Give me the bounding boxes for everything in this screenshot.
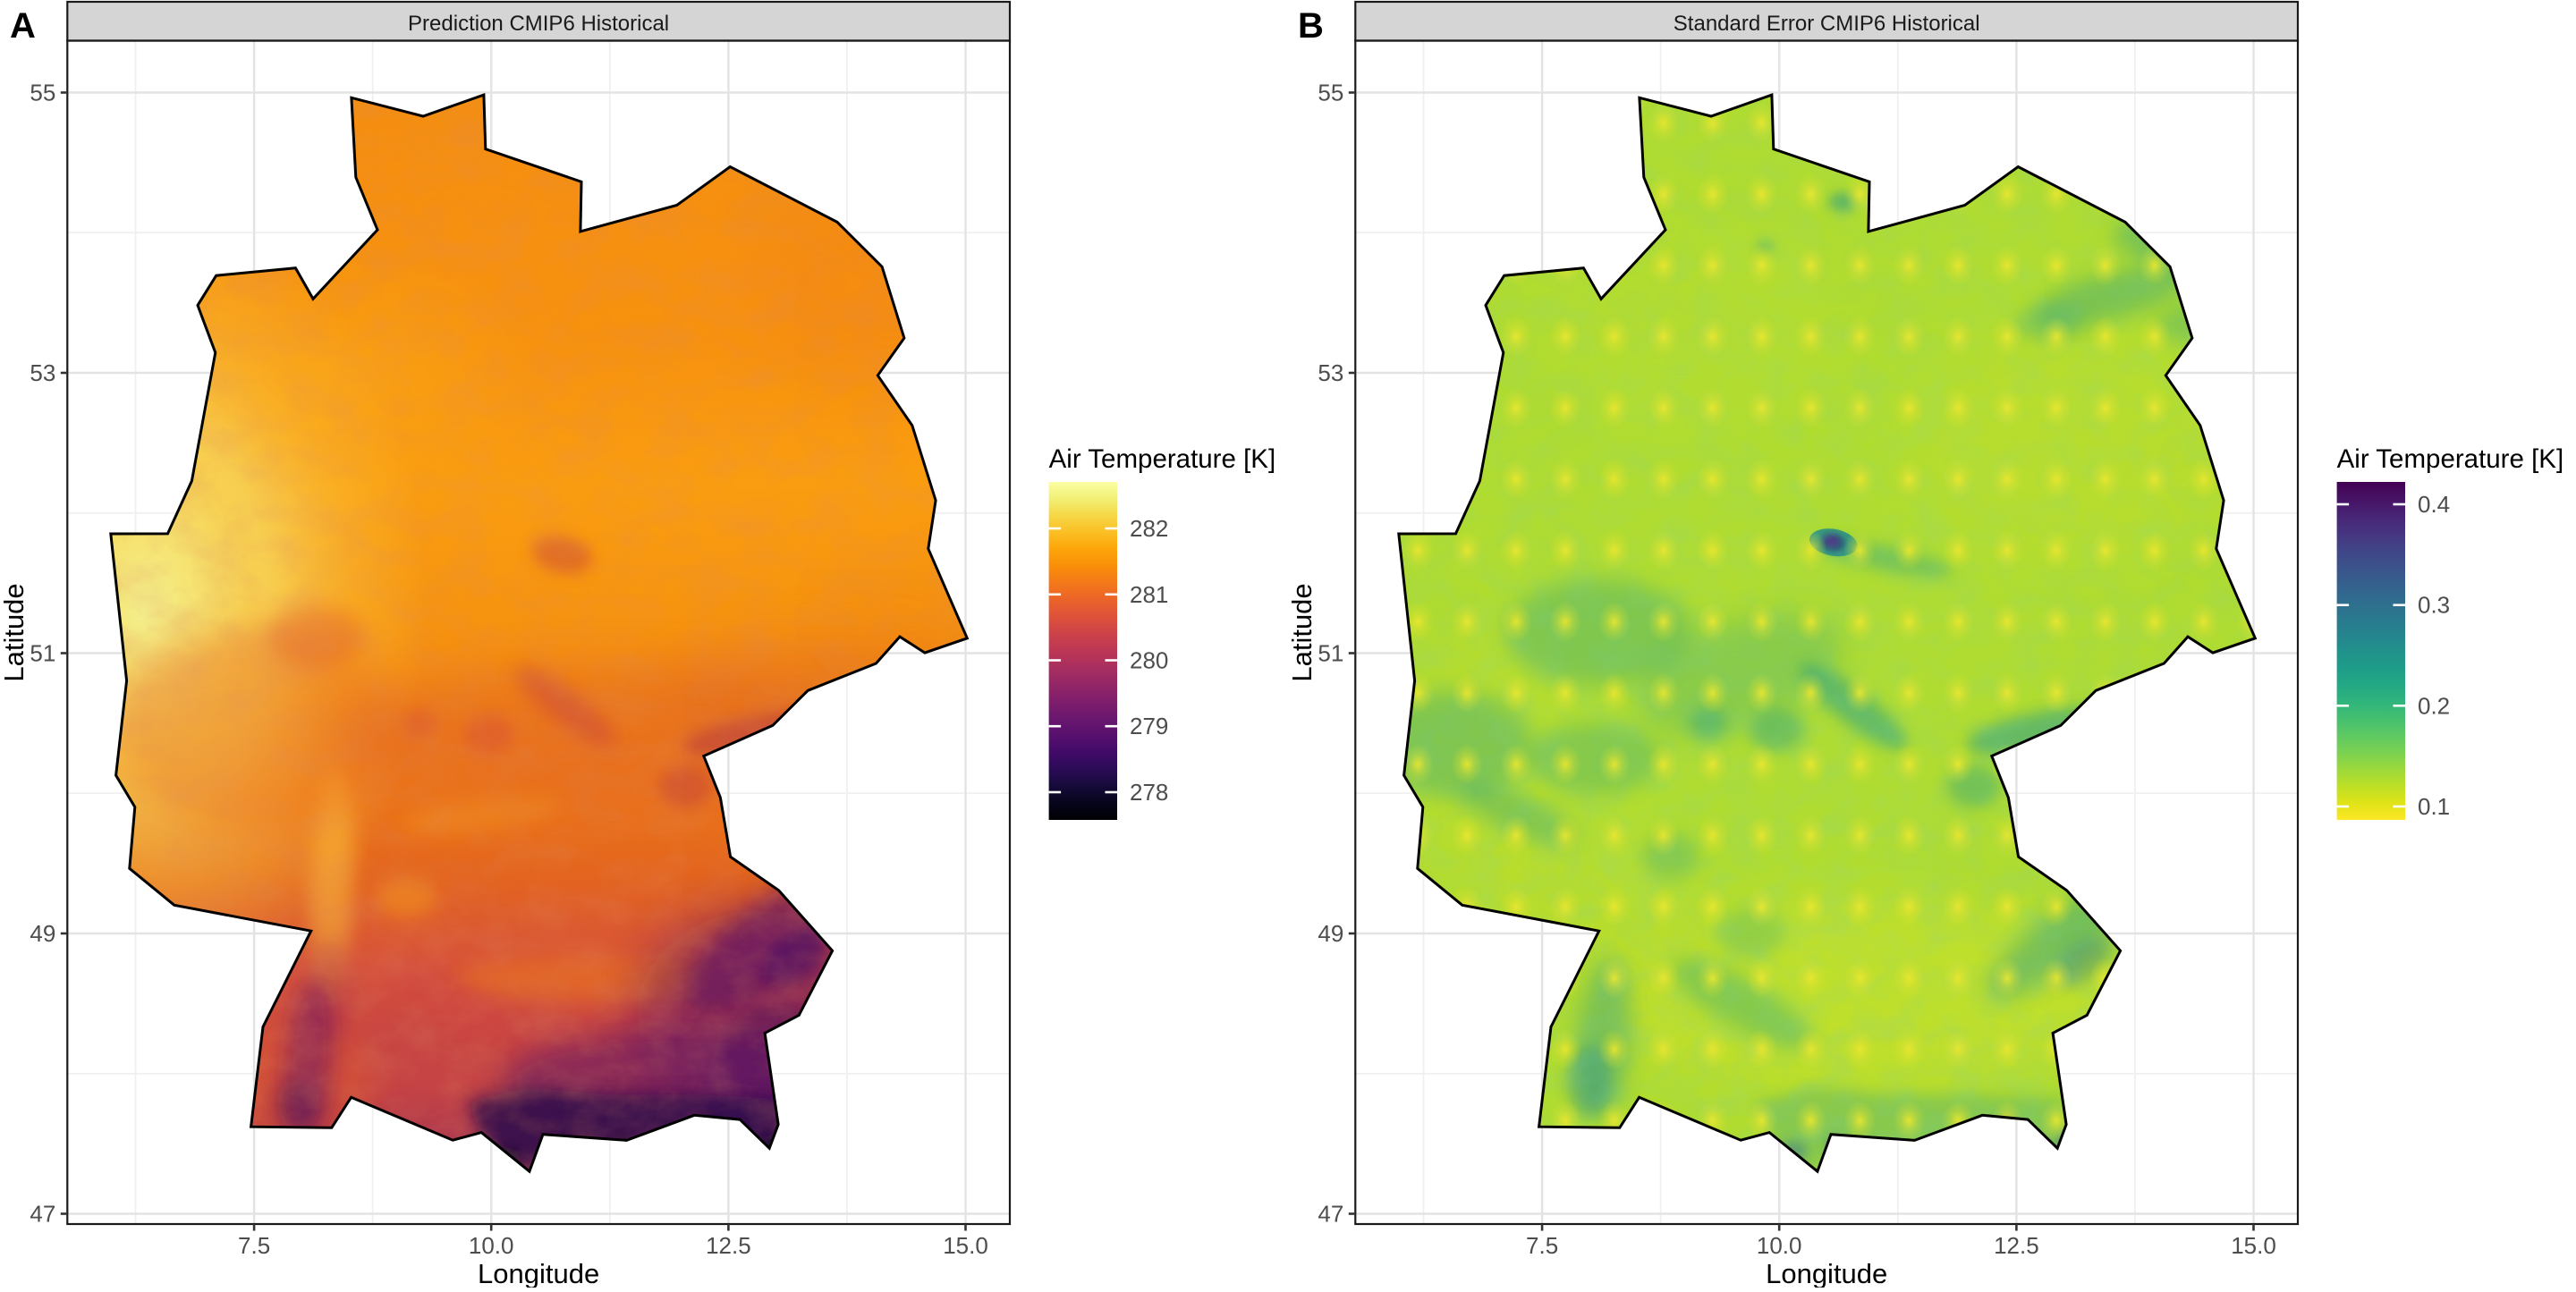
- svg-text:53: 53: [30, 359, 55, 386]
- svg-text:281: 281: [1130, 581, 1168, 608]
- svg-text:282: 282: [1130, 515, 1168, 542]
- svg-text:0.3: 0.3: [2418, 592, 2450, 619]
- svg-text:15.0: 15.0: [943, 1232, 988, 1259]
- svg-text:Air Temperature [K]: Air Temperature [K]: [1049, 444, 1276, 474]
- svg-text:Longitude: Longitude: [1766, 1258, 1887, 1288]
- svg-text:Standard Error CMIP6 Historica: Standard Error CMIP6 Historical: [1674, 12, 1980, 36]
- svg-text:51: 51: [30, 640, 55, 667]
- svg-text:0.2: 0.2: [2418, 692, 2450, 719]
- svg-text:10.0: 10.0: [469, 1232, 514, 1259]
- svg-text:12.5: 12.5: [1994, 1232, 2039, 1259]
- svg-text:10.0: 10.0: [1757, 1232, 1802, 1259]
- svg-text:55: 55: [1318, 80, 1343, 106]
- svg-text:Latitude: Latitude: [0, 583, 30, 681]
- svg-text:A: A: [10, 6, 36, 46]
- svg-text:7.5: 7.5: [238, 1232, 270, 1259]
- svg-text:Latitude: Latitude: [1286, 583, 1318, 681]
- svg-text:0.1: 0.1: [2418, 793, 2450, 820]
- svg-text:279: 279: [1130, 713, 1168, 739]
- svg-text:7.5: 7.5: [1526, 1232, 1558, 1259]
- svg-text:278: 278: [1130, 779, 1168, 806]
- svg-text:55: 55: [30, 80, 55, 106]
- svg-text:12.5: 12.5: [706, 1232, 751, 1259]
- svg-text:47: 47: [1318, 1201, 1343, 1228]
- svg-text:49: 49: [1318, 920, 1343, 947]
- svg-text:Longitude: Longitude: [478, 1258, 599, 1288]
- svg-text:49: 49: [30, 920, 55, 947]
- svg-text:Prediction CMIP6 Historical: Prediction CMIP6 Historical: [408, 12, 669, 36]
- svg-text:47: 47: [30, 1201, 55, 1228]
- svg-text:15.0: 15.0: [2231, 1232, 2276, 1259]
- svg-text:B: B: [1298, 6, 1324, 46]
- svg-text:53: 53: [1318, 359, 1343, 386]
- svg-text:0.4: 0.4: [2418, 491, 2450, 518]
- svg-text:Air Temperature [K]: Air Temperature [K]: [2337, 444, 2564, 474]
- svg-text:280: 280: [1130, 647, 1168, 674]
- svg-text:51: 51: [1318, 640, 1343, 667]
